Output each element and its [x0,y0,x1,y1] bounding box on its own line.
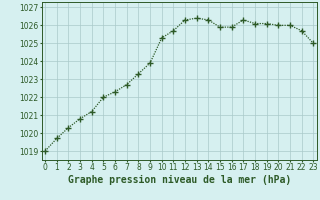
X-axis label: Graphe pression niveau de la mer (hPa): Graphe pression niveau de la mer (hPa) [68,175,291,185]
